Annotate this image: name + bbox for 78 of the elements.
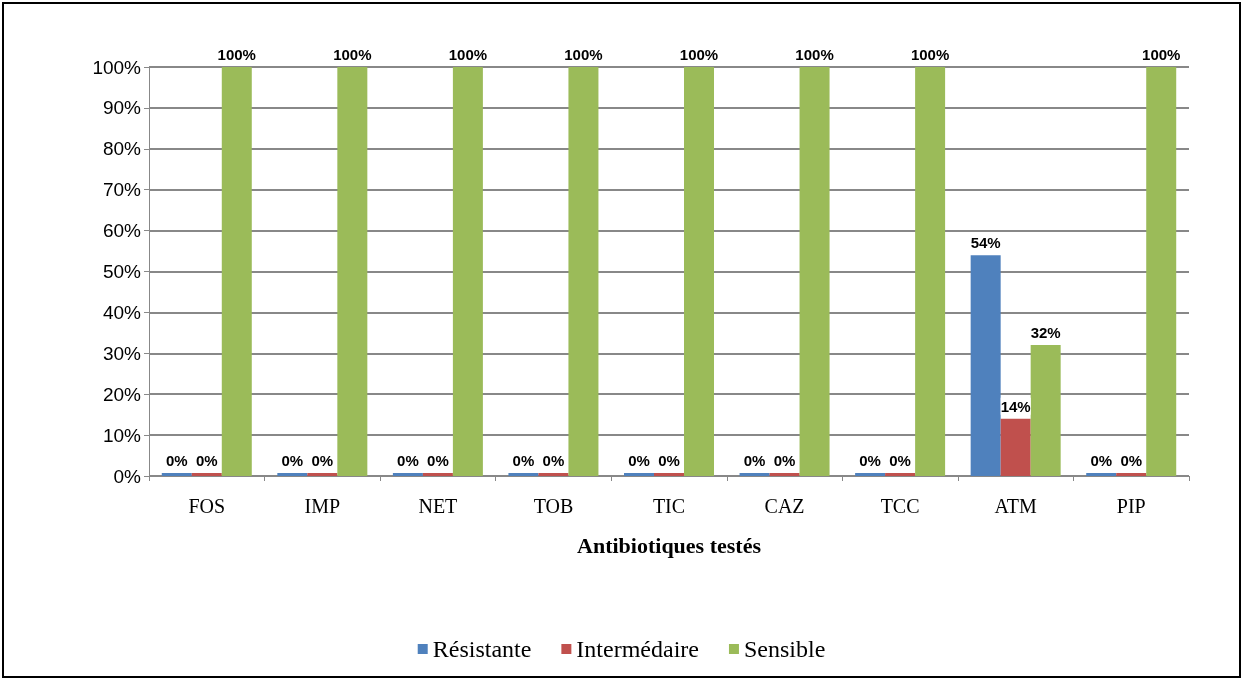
x-axis-title: Antibiotiques testés <box>577 532 762 558</box>
bar <box>307 473 338 476</box>
bar <box>452 67 483 476</box>
data-label: 0% <box>281 452 304 469</box>
x-tick-label: FOS <box>188 495 226 517</box>
data-label: 0% <box>512 452 535 469</box>
bar <box>885 473 916 476</box>
data-label: 0% <box>658 452 680 469</box>
bar <box>422 473 453 476</box>
x-tick-label: IMP <box>304 495 341 517</box>
data-label: 0% <box>773 452 796 469</box>
data-label: 100% <box>679 46 719 63</box>
x-tick-label: PIP <box>1116 495 1146 517</box>
bar <box>684 67 714 476</box>
y-tick-label: 50% <box>102 261 142 282</box>
data-label: 0% <box>542 452 565 469</box>
x-tick-label: NET <box>418 495 458 517</box>
data-label: 0% <box>628 452 650 469</box>
bar <box>538 473 569 476</box>
data-label: 0% <box>1120 452 1143 469</box>
data-label: 0% <box>889 452 911 469</box>
y-tick-label: 0% <box>113 465 142 487</box>
y-tick-label: 90% <box>102 97 142 119</box>
bar <box>221 67 252 476</box>
y-tick-label: 100% <box>92 56 142 78</box>
bar <box>568 67 599 476</box>
x-tick-label: TOB <box>533 495 574 517</box>
bar <box>915 67 946 476</box>
bar <box>855 473 886 476</box>
y-tick-label: 30% <box>102 342 142 364</box>
legend-label: Sensible <box>743 636 826 662</box>
bar <box>1086 473 1117 476</box>
data-label: 0% <box>427 452 449 469</box>
bar <box>1000 418 1031 476</box>
x-tick-label: ATM <box>994 495 1037 517</box>
data-label: 0% <box>195 452 218 469</box>
x-tick-label: TIC <box>652 495 686 517</box>
y-tick-label: 70% <box>102 179 142 201</box>
data-label: 14% <box>1000 397 1031 415</box>
bar <box>277 473 308 476</box>
data-label: 0% <box>397 452 419 469</box>
bar <box>799 67 830 476</box>
data-label: 0% <box>1090 452 1113 469</box>
data-label: 0% <box>165 452 188 469</box>
data-label: 100% <box>217 46 256 63</box>
bar <box>161 473 192 476</box>
bar <box>392 473 423 476</box>
bar <box>624 473 654 476</box>
data-label: 0% <box>743 452 766 469</box>
bar <box>1030 345 1061 476</box>
bar <box>508 473 539 476</box>
bar <box>1116 473 1147 476</box>
bar <box>191 473 222 476</box>
y-tick-label: 40% <box>102 301 142 323</box>
data-label: 100% <box>333 46 372 63</box>
bar <box>739 473 770 476</box>
data-label: 100% <box>564 46 603 63</box>
y-tick-label: 60% <box>102 220 142 242</box>
data-label: 32% <box>1030 324 1061 342</box>
bar <box>654 473 684 476</box>
bar <box>337 67 368 476</box>
y-tick-label: 80% <box>102 138 142 160</box>
y-tick-label: 20% <box>102 383 142 405</box>
x-tick-label: TCC <box>880 495 920 517</box>
bar <box>769 473 800 476</box>
data-label: 100% <box>448 46 488 63</box>
bar <box>1146 67 1177 476</box>
data-label: 100% <box>795 46 834 63</box>
bar <box>970 255 1001 476</box>
legend-label: Intermédaire <box>576 636 699 662</box>
y-tick-label: 10% <box>102 424 142 446</box>
data-label: 0% <box>859 452 881 469</box>
data-label: 100% <box>910 46 950 63</box>
legend-label: Résistante <box>432 636 532 662</box>
data-label: 100% <box>1142 46 1181 63</box>
data-label: 0% <box>311 452 334 469</box>
x-tick-label: CAZ <box>764 495 805 517</box>
data-label: 54% <box>970 234 1001 252</box>
